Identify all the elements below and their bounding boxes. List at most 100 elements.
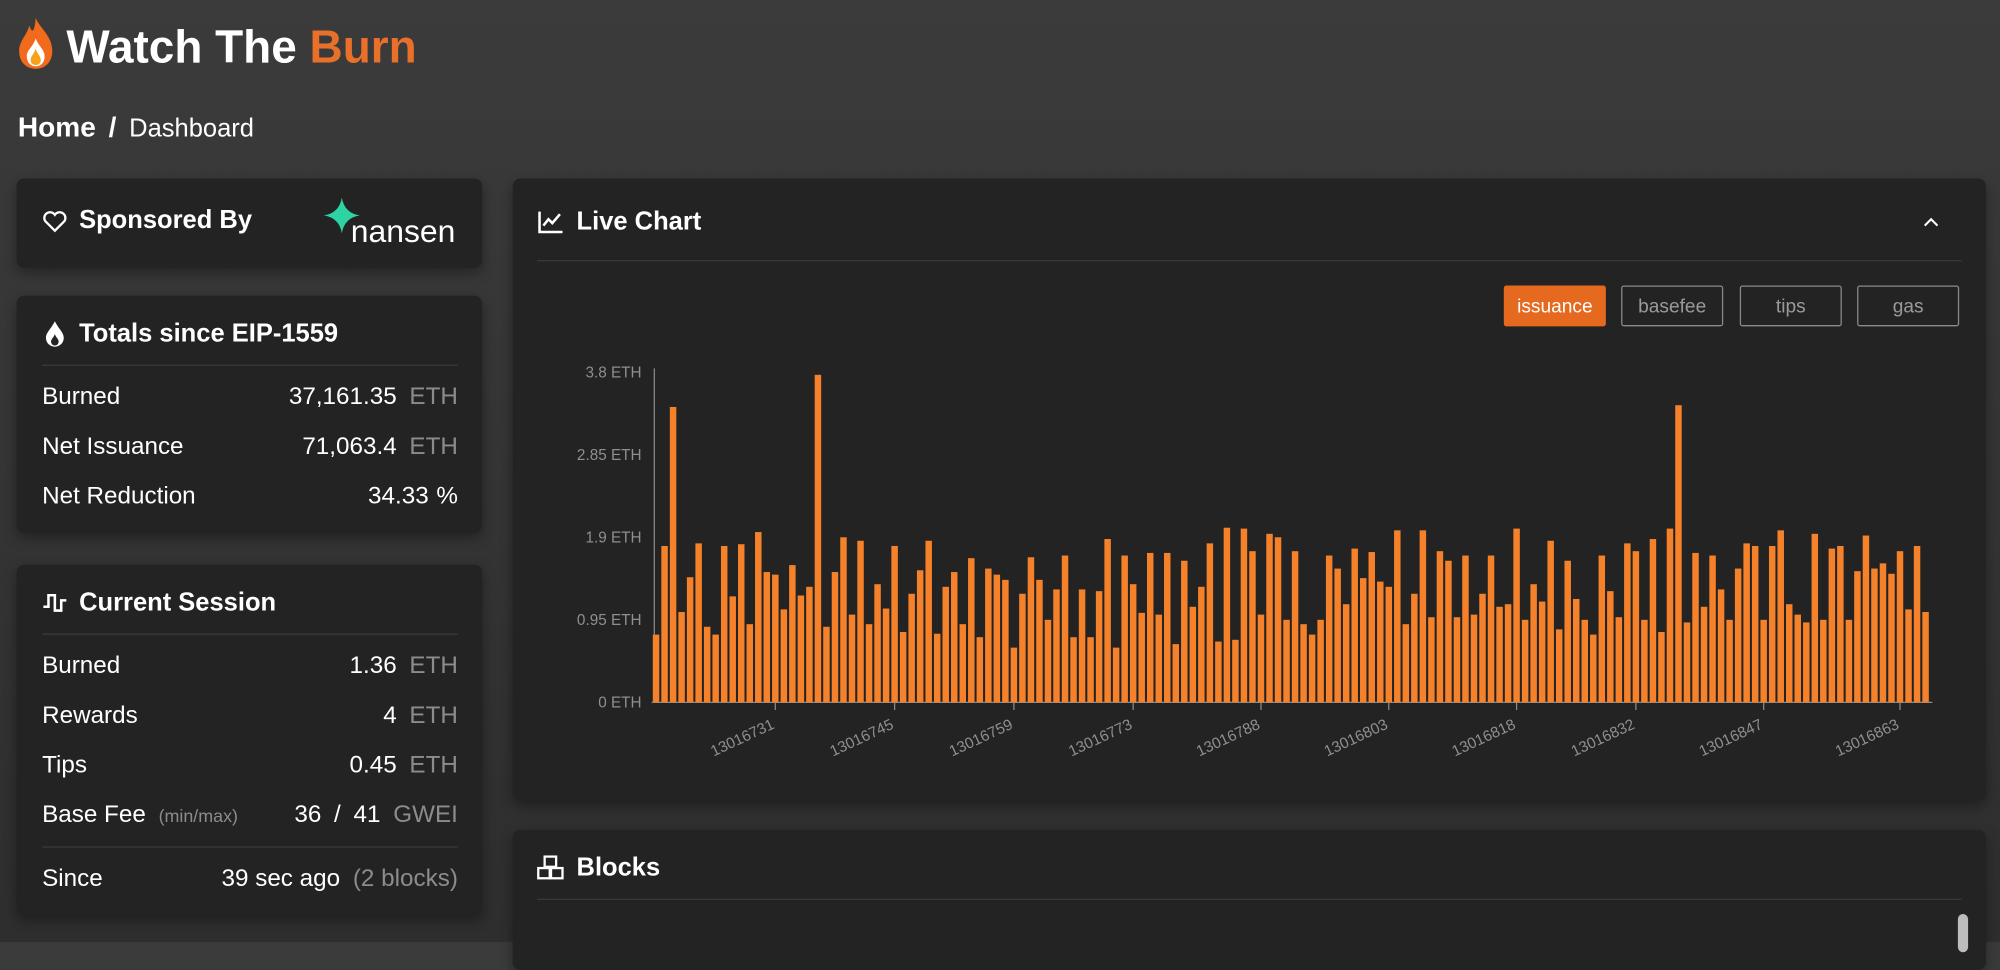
bar	[1581, 619, 1588, 703]
toggle-button[interactable]: basefee	[1621, 285, 1724, 327]
bar	[1896, 551, 1904, 703]
divider	[536, 898, 1962, 900]
bar	[1820, 619, 1827, 703]
breadcrumb-home[interactable]: Home	[17, 110, 96, 143]
bar	[1590, 634, 1597, 703]
bar	[1377, 581, 1384, 703]
stat-unit: GWEI	[393, 801, 458, 829]
x-tick-label: 13016788	[1194, 716, 1263, 760]
sponsor-logo-text[interactable]: nansen	[350, 214, 456, 250]
x-tick-label: 13016818	[1449, 716, 1518, 760]
toggle-button[interactable]: issuance	[1503, 285, 1606, 327]
bar	[1385, 586, 1393, 703]
bar	[1888, 573, 1895, 703]
title-text: Watch The	[66, 20, 297, 73]
bar	[1547, 540, 1554, 703]
bar	[1879, 563, 1887, 703]
y-tick-label: 1.9 ETH	[585, 529, 641, 546]
bar	[1308, 634, 1316, 703]
bar	[806, 586, 813, 703]
bar	[1538, 601, 1546, 703]
stat-unit: ETH	[409, 433, 458, 461]
stat-label: Tips	[42, 752, 87, 779]
bar	[1521, 619, 1529, 703]
bar	[763, 572, 771, 703]
bar	[1615, 617, 1623, 703]
stat-row: Net Issuance 71,063.4 ETH	[42, 431, 458, 464]
bar	[916, 570, 924, 703]
bar	[831, 572, 839, 703]
x-tick-label: 13016759	[947, 716, 1016, 760]
bar	[1036, 579, 1043, 703]
bar	[1683, 622, 1691, 703]
bar	[1624, 543, 1631, 703]
bar	[1181, 560, 1188, 703]
bar	[1027, 557, 1035, 703]
bar	[720, 545, 728, 703]
bar	[1649, 539, 1657, 703]
bar	[1129, 584, 1137, 703]
bar	[1155, 614, 1162, 703]
bar	[1394, 530, 1401, 703]
bar	[1922, 612, 1929, 703]
bar	[1760, 619, 1767, 703]
bar	[755, 532, 762, 703]
stat-value: 34.33	[368, 483, 429, 510]
bar	[1232, 639, 1239, 703]
bar	[1743, 543, 1750, 703]
bar	[1249, 551, 1256, 703]
card-title: Totals since EIP-1559	[79, 319, 339, 348]
stat-value: 4	[383, 702, 397, 730]
bar	[669, 406, 677, 703]
bar	[1905, 609, 1912, 703]
bar	[1453, 617, 1461, 703]
session-card: Current Session Burned 1.36 ETH Rewards 4 ET…	[16, 564, 483, 916]
bar	[1445, 560, 1452, 703]
bar	[1368, 552, 1375, 703]
bar	[1828, 548, 1836, 703]
bar	[959, 624, 967, 703]
bar	[1291, 551, 1299, 703]
bar	[1479, 593, 1486, 703]
bar	[1675, 405, 1682, 703]
x-tick-label: 13016847	[1696, 716, 1765, 760]
bar	[1002, 579, 1009, 703]
heart-icon	[43, 211, 67, 233]
bar	[1658, 631, 1665, 703]
toggle-button[interactable]: tips	[1739, 285, 1842, 327]
bar	[1215, 641, 1222, 703]
bar	[1428, 617, 1435, 703]
divider	[536, 260, 1962, 262]
card-title: Sponsored By	[79, 206, 253, 235]
breadcrumb: Home / Dashboard	[18, 111, 254, 144]
toggle-button[interactable]: gas	[1857, 285, 1960, 327]
bar	[1325, 555, 1333, 703]
divider	[42, 364, 458, 366]
sponsor-card: Sponsored By nansen	[16, 178, 483, 268]
stat-row: Tips 0.45 ETH	[42, 750, 458, 783]
stat-row: Burned 1.36 ETH	[42, 650, 458, 683]
bar	[951, 572, 958, 703]
stat-value: 71,063.4	[302, 433, 397, 461]
bar	[1837, 545, 1844, 703]
stat-row: Since 39 sec ago (2 blocks)	[42, 863, 458, 896]
bar	[823, 626, 830, 703]
bar	[1811, 533, 1819, 703]
totals-card: Totals since EIP-1559 Burned 37,161.35 ETH…	[16, 295, 483, 533]
bar	[857, 540, 864, 703]
bar	[1496, 606, 1503, 703]
collapse-button[interactable]	[1922, 213, 1940, 231]
stat-value: 0.45	[349, 752, 397, 779]
bar	[1342, 604, 1350, 703]
bar	[797, 595, 805, 703]
bar	[1555, 629, 1563, 703]
bar	[1223, 527, 1231, 703]
bar	[848, 614, 856, 703]
scrollbar-thumb[interactable]	[1957, 913, 1969, 953]
x-tick-label: 13016773	[1066, 716, 1135, 760]
bar-chart: 0 ETH 0.95 ETH 1.9 ETH 2.85 ETH 3.8 ETH 13016…	[577, 364, 1933, 760]
bar	[1709, 555, 1716, 703]
value-separator: /	[334, 801, 341, 829]
bar	[746, 624, 754, 703]
x-tick-label: 13016832	[1569, 716, 1638, 760]
